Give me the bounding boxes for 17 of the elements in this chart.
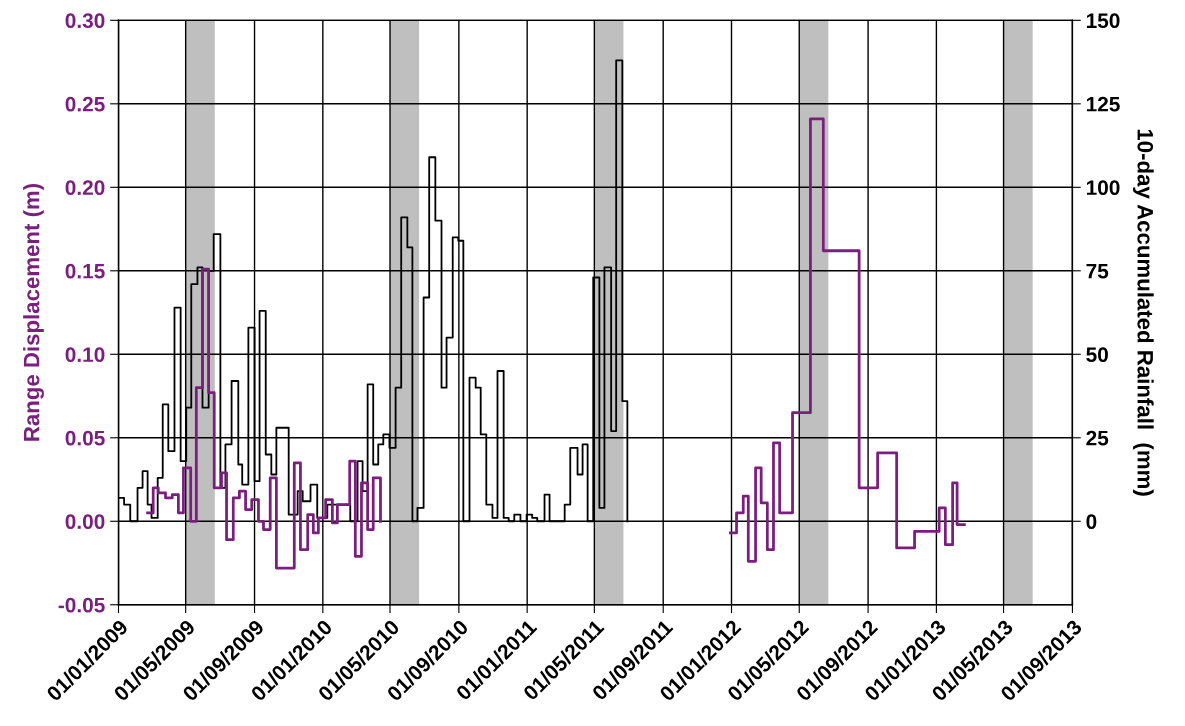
y2-tick-label: 100 bbox=[1086, 180, 1120, 196]
y-tick-label: 0.20 bbox=[65, 180, 105, 196]
y-tick-label: 0.10 bbox=[65, 347, 105, 363]
y-tick-label: -0.05 bbox=[58, 597, 105, 613]
y-tick-label: 0.00 bbox=[65, 514, 105, 530]
y-tick-label: 0.25 bbox=[65, 96, 105, 112]
y2-tick-label: 50 bbox=[1086, 347, 1108, 363]
y-tick-label: 0.30 bbox=[65, 13, 105, 29]
y2-tick-label: 25 bbox=[1086, 430, 1109, 446]
y2-tick-label: 125 bbox=[1086, 96, 1120, 112]
y-tick-label: 0.15 bbox=[65, 263, 105, 279]
y2-tick-label: 0 bbox=[1086, 514, 1097, 530]
y2-tick-label: 150 bbox=[1086, 13, 1120, 29]
y-tick-label: 0.05 bbox=[65, 430, 105, 446]
y2-tick-label: 75 bbox=[1086, 264, 1109, 279]
y-axis-title: Range Displacement (m) bbox=[23, 183, 44, 441]
y2-axis-title: 10-day Accumulated Rainfall (mm) bbox=[1132, 129, 1154, 496]
